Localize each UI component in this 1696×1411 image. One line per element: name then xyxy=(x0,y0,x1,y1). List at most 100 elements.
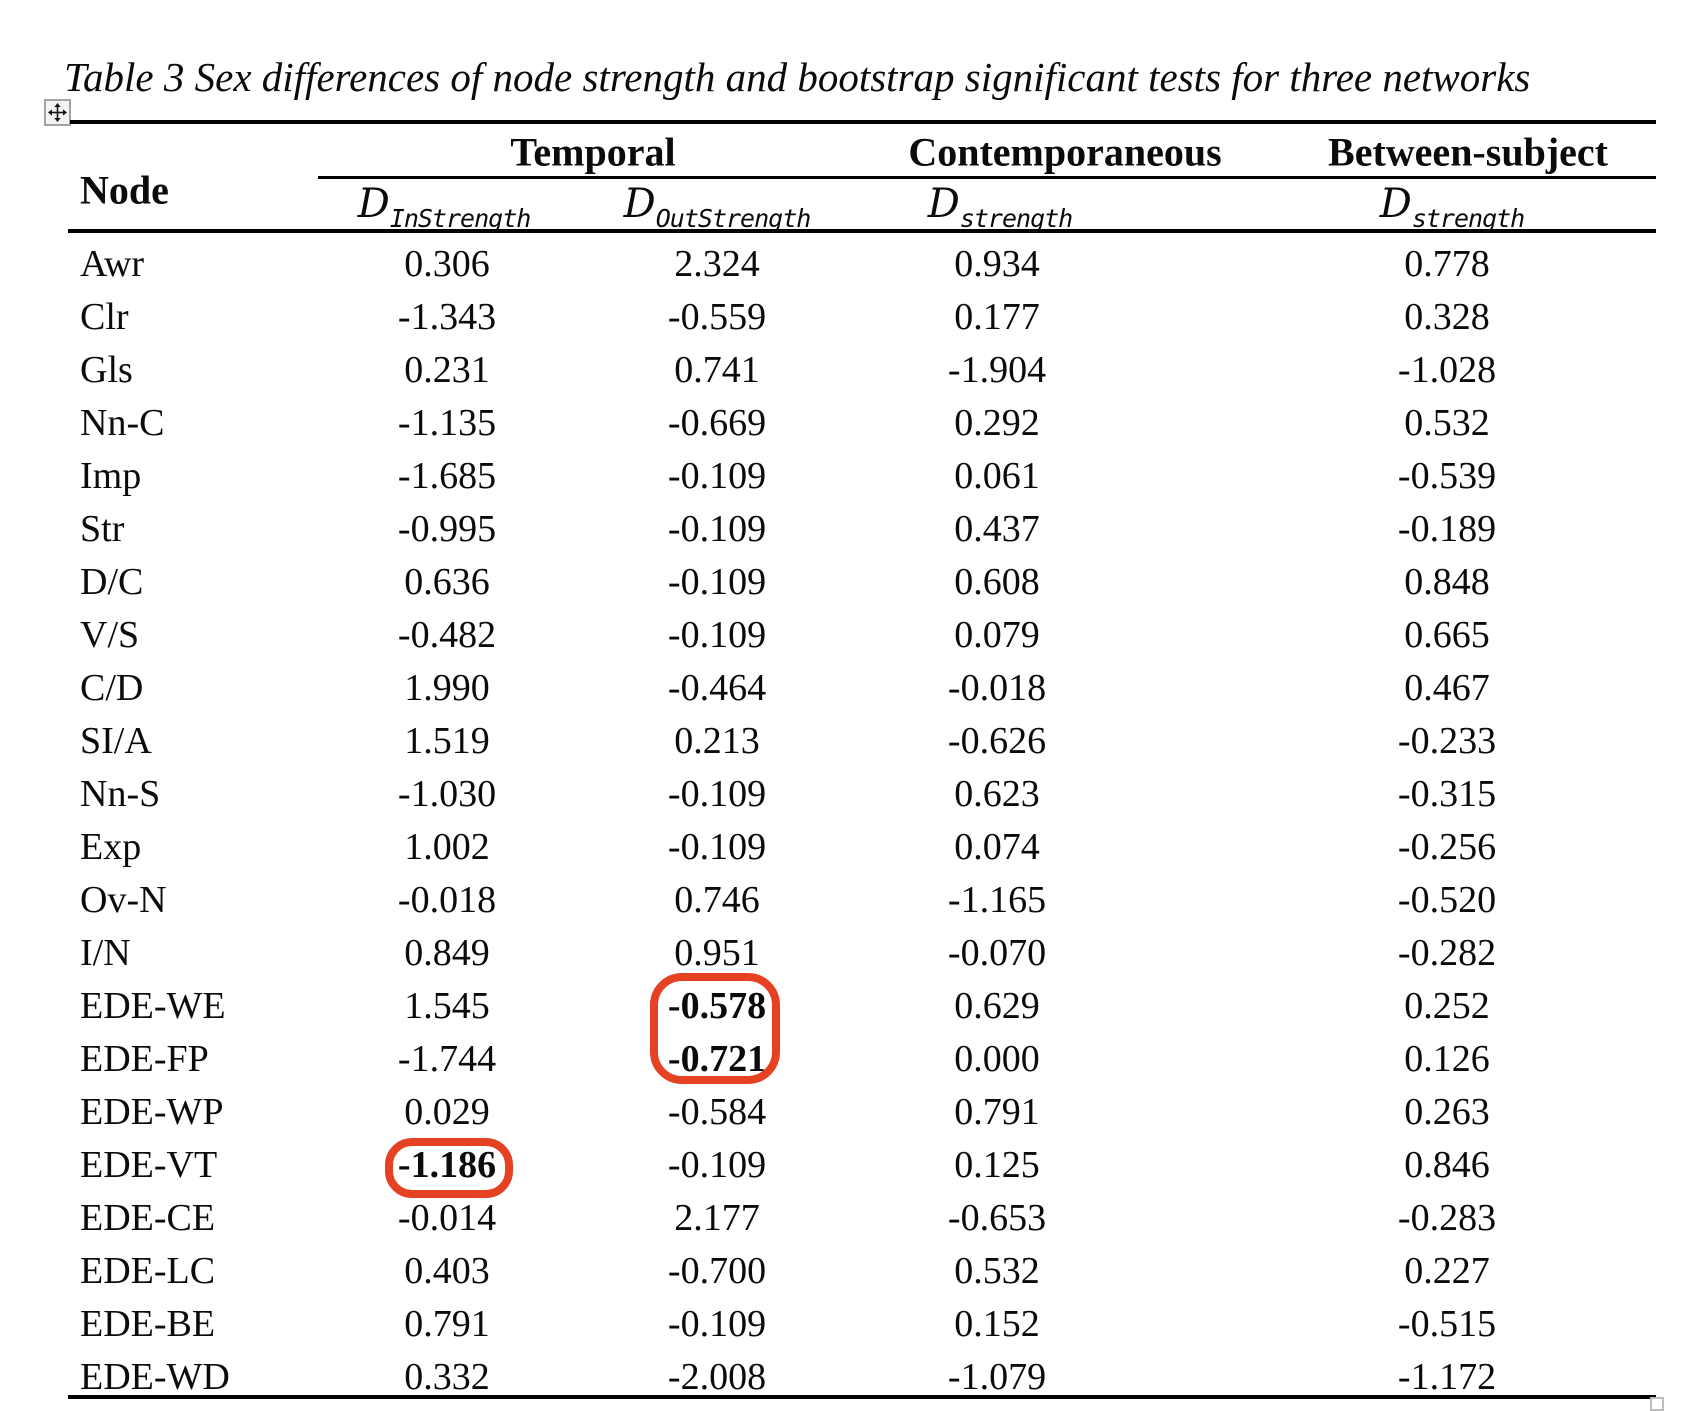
cell-between-subject-strength: -0.282 xyxy=(1397,931,1497,974)
table-row: EDE-LC 0.403 -0.700 0.532 0.227 xyxy=(0,1244,1696,1297)
table-row: EDE-BE 0.791 -0.109 0.152 -0.515 xyxy=(0,1297,1696,1350)
table-row: Gls 0.231 0.741 -1.904 -1.028 xyxy=(0,343,1696,396)
cell-temporal-instrength: -1.186 xyxy=(397,1143,497,1186)
table-row: EDE-WD 0.332 -2.008 -1.079 -1.172 xyxy=(0,1350,1696,1403)
node-label: Clr xyxy=(80,295,129,338)
cell-temporal-instrength: -1.030 xyxy=(397,772,497,815)
group-header-rule xyxy=(318,176,1656,179)
cell-contemporaneous-strength: 0.934 xyxy=(954,242,1040,285)
table-resize-handle[interactable] xyxy=(1650,1397,1664,1411)
d-symbol: D xyxy=(927,181,960,227)
table-row: I/N 0.849 0.951 -0.070 -0.282 xyxy=(0,926,1696,979)
cell-contemporaneous-strength: 0.629 xyxy=(954,984,1040,1027)
cell-contemporaneous-strength: 0.608 xyxy=(954,560,1040,603)
table-row: D/C 0.636 -0.109 0.608 0.848 xyxy=(0,555,1696,608)
cell-temporal-instrength: 0.306 xyxy=(404,242,490,285)
cell-temporal-instrength: 0.791 xyxy=(404,1302,490,1345)
cell-temporal-outstrength: -0.584 xyxy=(667,1090,767,1133)
node-label: EDE-WD xyxy=(80,1355,230,1398)
cell-between-subject-strength: -0.515 xyxy=(1397,1302,1497,1345)
column-header-d-instrength: DInStrength xyxy=(357,181,532,233)
cell-temporal-instrength: 0.029 xyxy=(404,1090,490,1133)
cell-temporal-outstrength: 0.741 xyxy=(674,348,760,391)
cell-contemporaneous-strength: 0.074 xyxy=(954,825,1040,868)
table-caption: Table 3 Sex differences of node strength… xyxy=(64,54,1531,100)
table-row: EDE-CE -0.014 2.177 -0.653 -0.283 xyxy=(0,1191,1696,1244)
node-label: EDE-WE xyxy=(80,984,226,1027)
table-row: C/D 1.990 -0.464 -0.018 0.467 xyxy=(0,661,1696,714)
cell-between-subject-strength: -0.233 xyxy=(1397,719,1497,762)
cell-temporal-instrength: -0.014 xyxy=(397,1196,497,1239)
cell-between-subject-strength: 0.328 xyxy=(1404,295,1490,338)
table-move-handle[interactable] xyxy=(44,99,71,126)
cell-between-subject-strength: -0.283 xyxy=(1397,1196,1497,1239)
column-header-d-strength-between-subject: Dstrength xyxy=(1379,181,1526,233)
cell-temporal-instrength: 0.636 xyxy=(404,560,490,603)
cell-temporal-instrength: -0.995 xyxy=(397,507,497,550)
cell-between-subject-strength: -0.256 xyxy=(1397,825,1497,868)
cell-temporal-instrength: 1.545 xyxy=(404,984,490,1027)
node-label: Imp xyxy=(80,454,142,497)
cell-temporal-instrength: 0.403 xyxy=(404,1249,490,1292)
cell-temporal-instrength: 1.002 xyxy=(404,825,490,868)
cell-temporal-outstrength: -0.109 xyxy=(667,1143,767,1186)
cell-contemporaneous-strength: 0.152 xyxy=(954,1302,1040,1345)
table-row: Awr 0.306 2.324 0.934 0.778 xyxy=(0,237,1696,290)
cell-contemporaneous-strength: 0.000 xyxy=(954,1037,1040,1080)
table-bottom-rule xyxy=(68,1395,1656,1399)
node-label: SI/A xyxy=(80,719,152,762)
red-highlight-circle-outstrength xyxy=(650,973,780,1084)
node-label: Nn-C xyxy=(80,401,165,444)
d-symbol: D xyxy=(1379,181,1412,227)
cell-contemporaneous-strength: 0.061 xyxy=(954,454,1040,497)
node-label: D/C xyxy=(80,560,144,603)
cell-temporal-instrength: 0.849 xyxy=(404,931,490,974)
cell-between-subject-strength: 0.467 xyxy=(1404,666,1490,709)
node-label: EDE-CE xyxy=(80,1196,216,1239)
table-row: EDE-WE 1.545 -0.578 0.629 0.252 xyxy=(0,979,1696,1032)
node-label: Str xyxy=(80,507,125,550)
node-label: EDE-FP xyxy=(80,1037,209,1080)
cell-temporal-outstrength: 0.213 xyxy=(674,719,760,762)
column-header-node: Node xyxy=(80,167,169,213)
cell-contemporaneous-strength: -0.070 xyxy=(947,931,1047,974)
cell-between-subject-strength: 0.778 xyxy=(1404,242,1490,285)
cell-between-subject-strength: -0.539 xyxy=(1397,454,1497,497)
group-header-temporal: Temporal xyxy=(510,129,676,175)
cell-between-subject-strength: 0.126 xyxy=(1404,1037,1490,1080)
cell-temporal-instrength: -1.744 xyxy=(397,1037,497,1080)
table-row: SI/A 1.519 0.213 -0.626 -0.233 xyxy=(0,714,1696,767)
cell-temporal-outstrength: -2.008 xyxy=(667,1355,767,1398)
cell-temporal-instrength: -0.018 xyxy=(397,878,497,921)
d-symbol: D xyxy=(357,181,390,227)
cell-contemporaneous-strength: -0.626 xyxy=(947,719,1047,762)
node-label: EDE-BE xyxy=(80,1302,216,1345)
cell-between-subject-strength: -1.172 xyxy=(1397,1355,1497,1398)
cell-contemporaneous-strength: 0.623 xyxy=(954,772,1040,815)
cell-temporal-outstrength: 0.746 xyxy=(674,878,760,921)
cell-between-subject-strength: 0.532 xyxy=(1404,401,1490,444)
cell-between-subject-strength: -0.520 xyxy=(1397,878,1497,921)
cell-temporal-instrength: -0.482 xyxy=(397,613,497,656)
cell-contemporaneous-strength: -1.165 xyxy=(947,878,1047,921)
table-row: EDE-WP 0.029 -0.584 0.791 0.263 xyxy=(0,1085,1696,1138)
node-label: C/D xyxy=(80,666,144,709)
red-highlight-circle-instrength xyxy=(385,1138,513,1198)
cell-between-subject-strength: 0.846 xyxy=(1404,1143,1490,1186)
cell-contemporaneous-strength: -1.079 xyxy=(947,1355,1047,1398)
node-label: Ov-N xyxy=(80,878,167,921)
cell-temporal-instrength: -1.685 xyxy=(397,454,497,497)
d-subscript: strength xyxy=(959,204,1073,233)
node-label: V/S xyxy=(80,613,140,656)
table-row: Nn-S -1.030 -0.109 0.623 -0.315 xyxy=(0,767,1696,820)
table-row: Str -0.995 -0.109 0.437 -0.189 xyxy=(0,502,1696,555)
cell-temporal-outstrength: -0.109 xyxy=(667,1302,767,1345)
d-subscript: InStrength xyxy=(389,204,532,233)
cell-contemporaneous-strength: 0.532 xyxy=(954,1249,1040,1292)
cell-temporal-instrength: -1.343 xyxy=(397,295,497,338)
node-label: EDE-LC xyxy=(80,1249,216,1292)
cell-temporal-instrength: 1.519 xyxy=(404,719,490,762)
cell-temporal-instrength: 1.990 xyxy=(404,666,490,709)
table-top-rule xyxy=(70,120,1656,124)
cell-between-subject-strength: -0.189 xyxy=(1397,507,1497,550)
